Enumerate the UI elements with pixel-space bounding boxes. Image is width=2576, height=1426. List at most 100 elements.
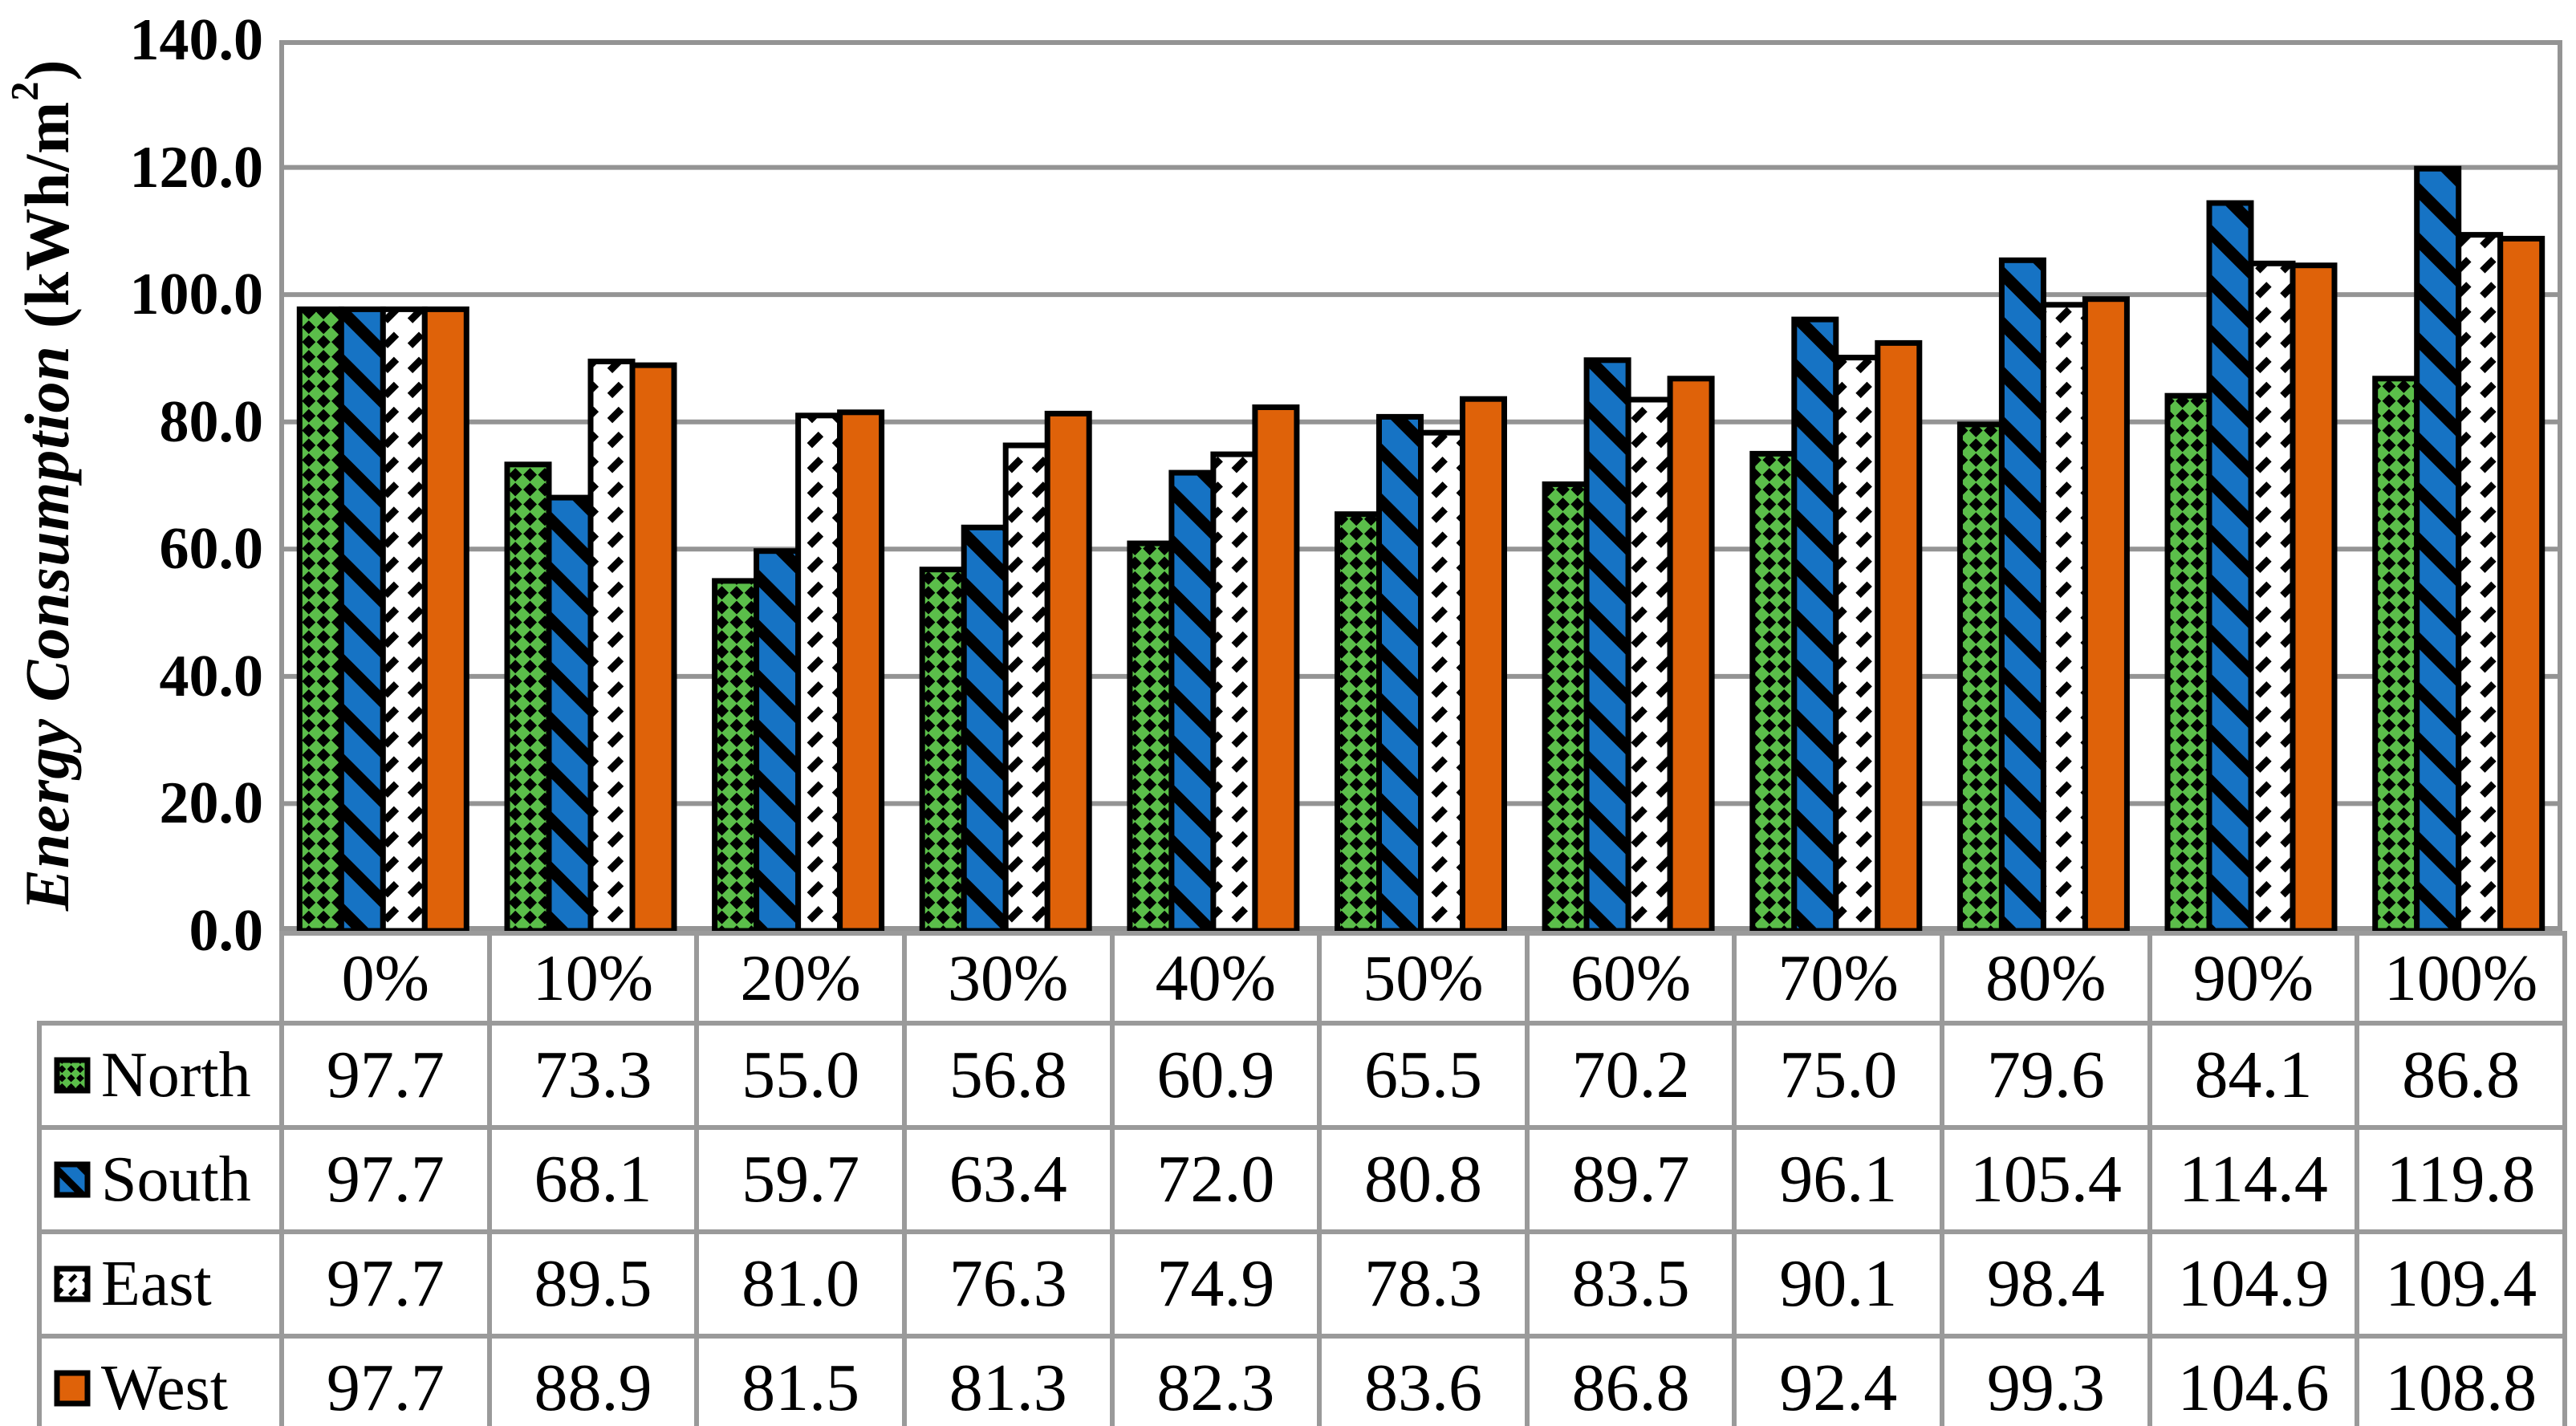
y-tick-label: 80.0 xyxy=(159,389,264,455)
y-tick-label: 60.0 xyxy=(159,516,264,582)
table-value-cell: 99.3 xyxy=(1940,1334,2152,1426)
table-value-cell: 75.0 xyxy=(1732,1021,1944,1130)
table-value-cell: 88.9 xyxy=(486,1334,700,1426)
table-value-cell: 81.0 xyxy=(694,1229,907,1339)
table-value-cell: 97.7 xyxy=(279,1021,492,1130)
table-row-north: North 97.7 73.3 55.0 56.8 60.9 65.5 70.2 75.0 79.… xyxy=(37,1021,2567,1130)
y-tick-label: 20.0 xyxy=(159,770,264,836)
bar-west-30% xyxy=(1044,410,1092,934)
bar-north-60% xyxy=(1542,481,1590,934)
legend-swatch-east xyxy=(54,1266,91,1302)
bar-east-90% xyxy=(2248,260,2296,934)
data-table: 0% 10% 20% 30% 40% 50% 60% 70% 80% 90% 100% North 97… xyxy=(37,931,2567,1426)
bar-east-60% xyxy=(1625,396,1673,934)
table-value-cell: 89.5 xyxy=(486,1229,700,1339)
bar-south-60% xyxy=(1583,357,1631,934)
series-label-north: North xyxy=(37,1021,284,1130)
table-value-cell: 68.1 xyxy=(486,1125,700,1234)
table-value-cell: 83.5 xyxy=(1524,1229,1737,1339)
y-tick-label: 0.0 xyxy=(189,898,264,964)
table-value-cell: 90.1 xyxy=(1732,1229,1944,1339)
table-row-west: West 97.7 88.9 81.5 81.3 82.3 83.6 86.8 92.4 99.3… xyxy=(37,1334,2567,1426)
bar-west-90% xyxy=(2290,262,2338,934)
series-label-west: West xyxy=(37,1334,284,1426)
bar-east-50% xyxy=(1418,429,1465,934)
series-name: North xyxy=(101,1040,251,1111)
bar-south-90% xyxy=(2206,200,2254,934)
table-value-cell: 97.7 xyxy=(279,1229,492,1339)
category-header: 80% xyxy=(1940,931,2152,1026)
table-value-cell: 63.4 xyxy=(901,1125,1115,1234)
bar-east-10% xyxy=(587,358,636,934)
table-value-cell: 78.3 xyxy=(1317,1229,1530,1339)
bar-south-50% xyxy=(1376,413,1424,934)
bar-north-90% xyxy=(2164,392,2212,934)
bar-south-100% xyxy=(2414,165,2462,934)
series-label-south: South xyxy=(37,1125,284,1234)
category-header: 30% xyxy=(901,931,1115,1026)
bar-south-0% xyxy=(338,306,386,934)
category-header: 20% xyxy=(694,931,907,1026)
table-value-cell: 81.5 xyxy=(694,1334,907,1426)
bar-west-100% xyxy=(2497,235,2546,934)
bar-north-20% xyxy=(712,578,760,934)
category-header: 70% xyxy=(1732,931,1944,1026)
table-value-cell: 70.2 xyxy=(1524,1021,1737,1130)
table-value-cell: 83.6 xyxy=(1317,1334,1530,1426)
table-value-cell: 109.4 xyxy=(2355,1229,2567,1339)
bar-east-100% xyxy=(2456,232,2504,934)
table-header-row: 0% 10% 20% 30% 40% 50% 60% 70% 80% 90% 100% xyxy=(39,931,2567,1026)
table-value-cell: 72.0 xyxy=(1109,1125,1323,1234)
series-name: East xyxy=(101,1249,212,1319)
series-label-east: East xyxy=(37,1229,284,1339)
table-value-cell: 60.9 xyxy=(1109,1021,1323,1130)
bar-west-20% xyxy=(837,409,885,934)
bar-east-20% xyxy=(795,412,843,934)
table-value-cell: 73.3 xyxy=(486,1021,700,1130)
legend-swatch-south xyxy=(54,1161,91,1198)
bar-south-80% xyxy=(1998,257,2046,934)
table-value-cell: 79.6 xyxy=(1940,1021,2152,1130)
bar-west-40% xyxy=(1252,404,1300,934)
table-value-cell: 56.8 xyxy=(901,1021,1115,1130)
category-header: 10% xyxy=(486,931,700,1026)
y-tick-label: 120.0 xyxy=(129,135,264,201)
table-value-cell: 105.4 xyxy=(1940,1125,2152,1234)
category-header: 60% xyxy=(1524,931,1737,1026)
category-header: 50% xyxy=(1317,931,1530,1026)
y-tick-label: 140.0 xyxy=(129,7,264,73)
bar-south-70% xyxy=(1791,316,1839,934)
category-header: 0% xyxy=(279,931,492,1026)
plot-area xyxy=(279,40,2562,934)
legend-swatch-north xyxy=(54,1057,91,1094)
bar-north-100% xyxy=(2372,376,2420,934)
bar-south-20% xyxy=(754,548,802,934)
bar-south-30% xyxy=(961,524,1009,934)
table-value-cell: 86.8 xyxy=(1524,1334,1737,1426)
y-tick-label: 40.0 xyxy=(159,644,264,709)
table-value-cell: 97.7 xyxy=(279,1125,492,1234)
table-value-cell: 104.9 xyxy=(2147,1229,2360,1339)
bar-west-10% xyxy=(629,362,677,934)
table-value-cell: 59.7 xyxy=(694,1125,907,1234)
bar-west-80% xyxy=(2082,296,2130,934)
category-header: 40% xyxy=(1109,931,1323,1026)
bar-north-10% xyxy=(504,461,552,934)
table-value-cell: 86.8 xyxy=(2355,1021,2567,1130)
bar-south-10% xyxy=(546,494,594,934)
table-value-cell: 98.4 xyxy=(1940,1229,2152,1339)
bar-west-60% xyxy=(1667,376,1715,934)
table-value-cell: 96.1 xyxy=(1732,1125,1944,1234)
table-value-cell: 55.0 xyxy=(694,1021,907,1130)
bar-north-0% xyxy=(296,306,344,934)
y-tick-label: 100.0 xyxy=(129,262,264,327)
series-name: South xyxy=(101,1144,251,1215)
table-corner-cell xyxy=(39,933,282,1023)
bar-east-0% xyxy=(380,306,428,934)
bar-east-80% xyxy=(2040,302,2088,934)
table-value-cell: 80.8 xyxy=(1317,1125,1530,1234)
table-value-cell: 114.4 xyxy=(2147,1125,2360,1234)
table-value-cell: 108.8 xyxy=(2355,1334,2567,1426)
table-row-east: East 97.7 89.5 81.0 76.3 74.9 78.3 83.5 90.1 98.4… xyxy=(37,1229,2567,1339)
